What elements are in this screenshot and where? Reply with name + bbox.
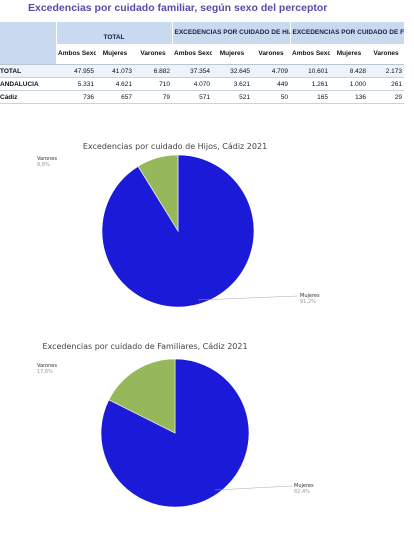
- table-cell: 10.601: [290, 64, 330, 78]
- pie-label-leader: [214, 485, 293, 491]
- group-header-total: TOTAL: [56, 22, 173, 44]
- table-cell: 41.073: [96, 64, 134, 78]
- pie-label-name: Varones: [37, 363, 57, 369]
- subheader-cell: Ambos Sexos: [290, 44, 330, 65]
- row-label: ANDALUCIA: [0, 77, 56, 91]
- table-cell: 710: [134, 77, 172, 91]
- subheader-cell: Varones: [252, 44, 290, 65]
- group-header-familiares: EXCEDENCIAS POR CUIDADO DE FAMILIARES: [290, 22, 405, 44]
- table-cell: 29: [368, 90, 405, 104]
- table-cell: 8.428: [330, 64, 368, 78]
- table-cell: 50: [252, 90, 290, 104]
- table-corner-cell: [0, 44, 56, 65]
- row-label: TOTAL: [0, 64, 56, 78]
- pie-chart-familiares: Excedencias por cuidado de Familiares, C…: [0, 330, 414, 530]
- pie-slice-varones: [108, 358, 176, 434]
- table-cell: 1.000: [330, 77, 368, 91]
- table-cell: 32.645: [212, 64, 252, 78]
- pie-label-name: Mujeres: [294, 483, 314, 489]
- group-header-hijos: EXCEDENCIAS POR CUIDADO DE HIJOS: [172, 22, 291, 44]
- pie-label-name: Mujeres: [300, 293, 320, 299]
- table-cell: 261: [368, 77, 405, 91]
- pie-slice-mujeres: [100, 358, 250, 508]
- subheader-cell: Mujeres: [212, 44, 252, 65]
- chart-title: Excedencias por cuidado de Familiares, C…: [42, 342, 248, 351]
- table-cell: 136: [330, 90, 368, 104]
- table-cell: 37.354: [172, 64, 212, 78]
- excedencias-table: TOTAL EXCEDENCIAS POR CUIDADO DE HIJOS E…: [0, 22, 405, 104]
- subheader-cell: Mujeres: [330, 44, 368, 65]
- chart-title: Excedencias por cuidado de Hijos, Cádiz …: [82, 142, 268, 151]
- pie-label-percent: 91,2%: [300, 299, 316, 305]
- pie-label-percent: 82,4%: [294, 489, 310, 495]
- subheader-cell: Varones: [368, 44, 405, 65]
- table-cell: 2.173: [368, 64, 405, 78]
- table-cell: 449: [252, 77, 290, 91]
- excedencias-table-wrapper: TOTAL EXCEDENCIAS POR CUIDADO DE HIJOS E…: [0, 22, 414, 104]
- pie-label-percent: 8,8%: [37, 162, 50, 168]
- table-row-andalucia: ANDALUCIA 5.331 4.621 710 4.070 3.621 44…: [0, 77, 405, 91]
- table-cell: 1.261: [290, 77, 330, 91]
- table-cell: 5.331: [56, 77, 96, 91]
- table-cell: 657: [96, 90, 134, 104]
- table-cell: 4.621: [96, 77, 134, 91]
- subheader-cell: Varones: [134, 44, 172, 65]
- table-cell: 4.709: [252, 64, 290, 78]
- table-cell: 3.621: [212, 77, 252, 91]
- table-cell: 571: [172, 90, 212, 104]
- pie-label-leader: [197, 295, 299, 301]
- table-cell: 79: [134, 90, 172, 104]
- table-group-header-row: TOTAL EXCEDENCIAS POR CUIDADO DE HIJOS E…: [0, 22, 405, 44]
- table-subheader-row: Ambos Sexos Mujeres Varones Ambos Sexos …: [0, 44, 405, 65]
- page-title: Excedencias por cuidado familiar, según …: [28, 2, 328, 14]
- table-corner-cell: [0, 22, 57, 44]
- pie-slice-varones: [137, 154, 179, 233]
- subheader-cell: Mujeres: [96, 44, 134, 65]
- table-cell: 47.955: [56, 64, 96, 78]
- table-cell: 165: [290, 90, 330, 104]
- table-row-total: TOTAL 47.955 41.073 6.882 37.354 32.645 …: [0, 64, 405, 78]
- pie-chart-hijos: Excedencias por cuidado de Hijos, Cádiz …: [0, 130, 414, 330]
- row-label: Cádiz: [0, 90, 56, 104]
- table-cell: 4.070: [172, 77, 212, 91]
- table-cell: 521: [212, 90, 252, 104]
- pie-label-percent: 17,6%: [37, 369, 53, 375]
- subheader-cell: Ambos Sexos: [172, 44, 212, 65]
- pie-label-name: Varones: [37, 156, 57, 162]
- table-cell: 736: [56, 90, 96, 104]
- table-cell: 6.882: [134, 64, 172, 78]
- subheader-cell: Ambos Sexos: [56, 44, 96, 65]
- table-row-cadiz: Cádiz 736 657 79 571 521 50 165 136 29: [0, 90, 405, 104]
